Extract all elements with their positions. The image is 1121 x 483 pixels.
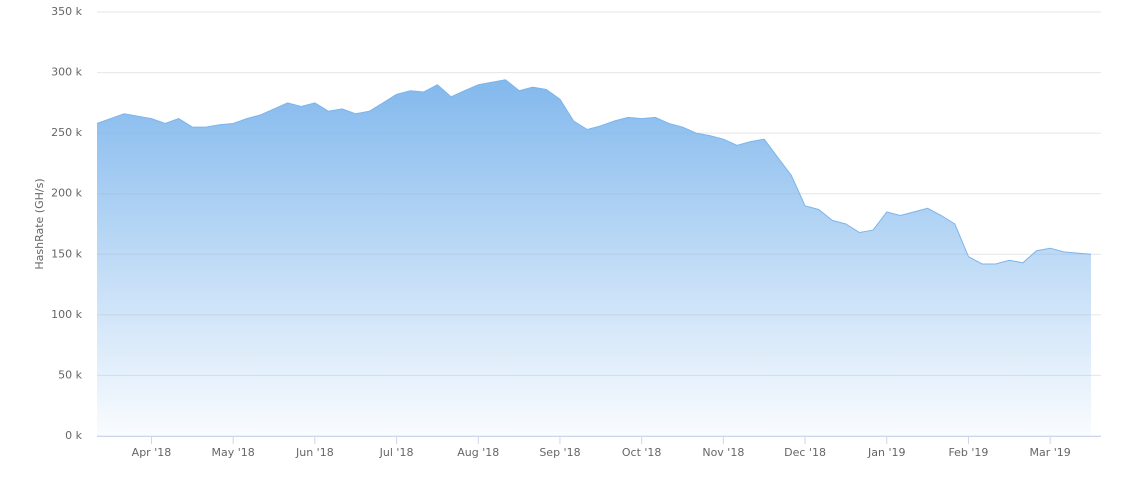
x-tick-label: Jan '19: [867, 446, 905, 459]
y-tick-label: 200 k: [51, 187, 82, 200]
area-line: [96, 79, 1092, 265]
area: [97, 79, 1091, 437]
y-tick-label: 100 k: [51, 308, 82, 321]
y-tick-label: 50 k: [58, 368, 82, 381]
x-tick-label: Feb '19: [948, 446, 988, 459]
x-tick-label: Aug '18: [457, 446, 499, 459]
x-tick-label: Nov '18: [702, 446, 744, 459]
y-tick-label: 250 k: [51, 126, 82, 139]
y-tick-label: 0 k: [65, 429, 82, 442]
x-tick-label: Dec '18: [784, 446, 826, 459]
y-tick-label: 350 k: [51, 5, 82, 18]
x-tick-label: Jul '18: [379, 446, 414, 459]
x-tick-label: Oct '18: [622, 446, 662, 459]
x-tick-label: Mar '19: [1030, 446, 1071, 459]
y-axis-label: HashRate (GH/s): [33, 178, 46, 269]
x-tick-label: May '18: [212, 446, 255, 459]
x-tick-label: Apr '18: [132, 446, 172, 459]
x-tick-label: Jun '18: [295, 446, 334, 459]
y-tick-label: 150 k: [51, 247, 82, 260]
x-tick-label: Sep '18: [539, 446, 580, 459]
y-tick-label: 300 k: [51, 66, 82, 79]
